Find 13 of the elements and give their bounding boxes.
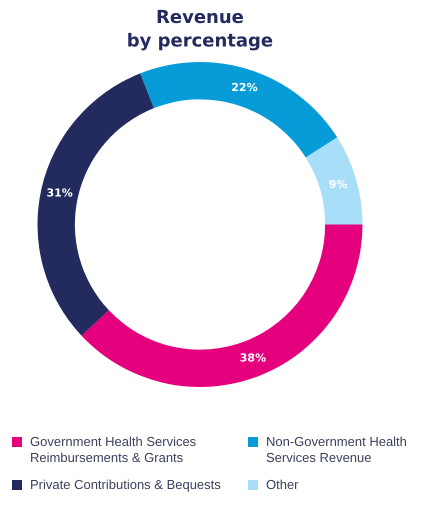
legend-label: Non-Government Health Services Revenue (266, 434, 408, 466)
donut-slice (82, 224, 362, 387)
data-label: 22% (231, 81, 258, 94)
data-label: 9% (328, 178, 348, 191)
chart-title: Revenue by percentage (126, 7, 274, 52)
legend-label: Private Contributions & Bequests (30, 476, 221, 493)
legend-label: Other (266, 476, 299, 493)
data-label: 31% (46, 186, 73, 200)
legend-label: Government Health Services Reimbursements & Grants (30, 434, 198, 466)
donut-slice (38, 73, 154, 336)
data-label: 38% (240, 352, 266, 365)
donut-slice (140, 62, 338, 158)
donut-slice (306, 137, 362, 224)
